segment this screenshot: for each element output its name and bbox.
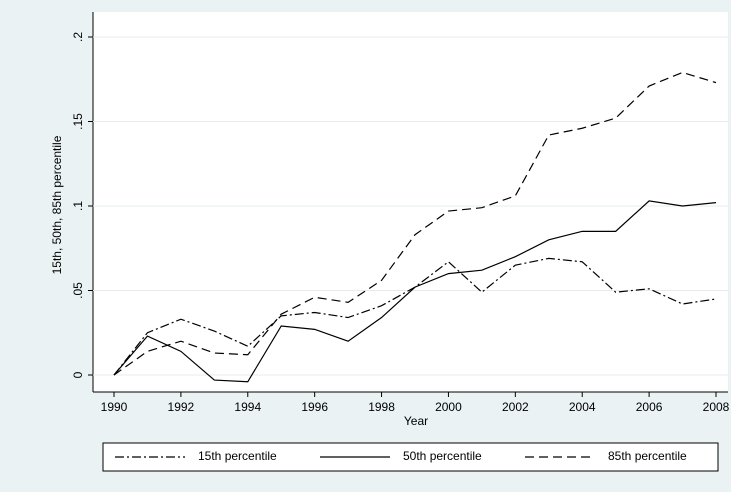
x-tick-label: 2002	[502, 400, 529, 414]
line-series	[113, 71, 717, 376]
y-tick-label: .2	[71, 32, 85, 42]
legend-label: 50th percentile	[403, 449, 482, 463]
x-tick-label: 1992	[168, 400, 195, 414]
legend	[102, 442, 719, 472]
legend-label: 85th percentile	[608, 449, 687, 463]
y-tick-label: .15	[71, 113, 85, 130]
y-tick-label: 0	[71, 371, 85, 378]
x-tick-label: 1990	[101, 400, 128, 414]
y-tick-label: .05	[71, 282, 85, 299]
x-tick-label: 1994	[234, 400, 261, 414]
y-tick-label: .1	[71, 201, 85, 211]
x-tick-label: 2000	[435, 400, 462, 414]
x-tick-label: 1996	[301, 400, 328, 414]
legend-label: 15th percentile	[198, 449, 277, 463]
line-series	[113, 200, 717, 383]
y-axis-label: 15th, 50th, 85th percentile	[50, 135, 64, 274]
x-tick-label: 2006	[636, 400, 663, 414]
x-tick-label: 2004	[569, 400, 596, 414]
x-tick-label: 2008	[703, 400, 730, 414]
x-tick-label: 1998	[368, 400, 395, 414]
plot-area	[93, 12, 728, 392]
x-axis-label: Year	[404, 414, 428, 428]
